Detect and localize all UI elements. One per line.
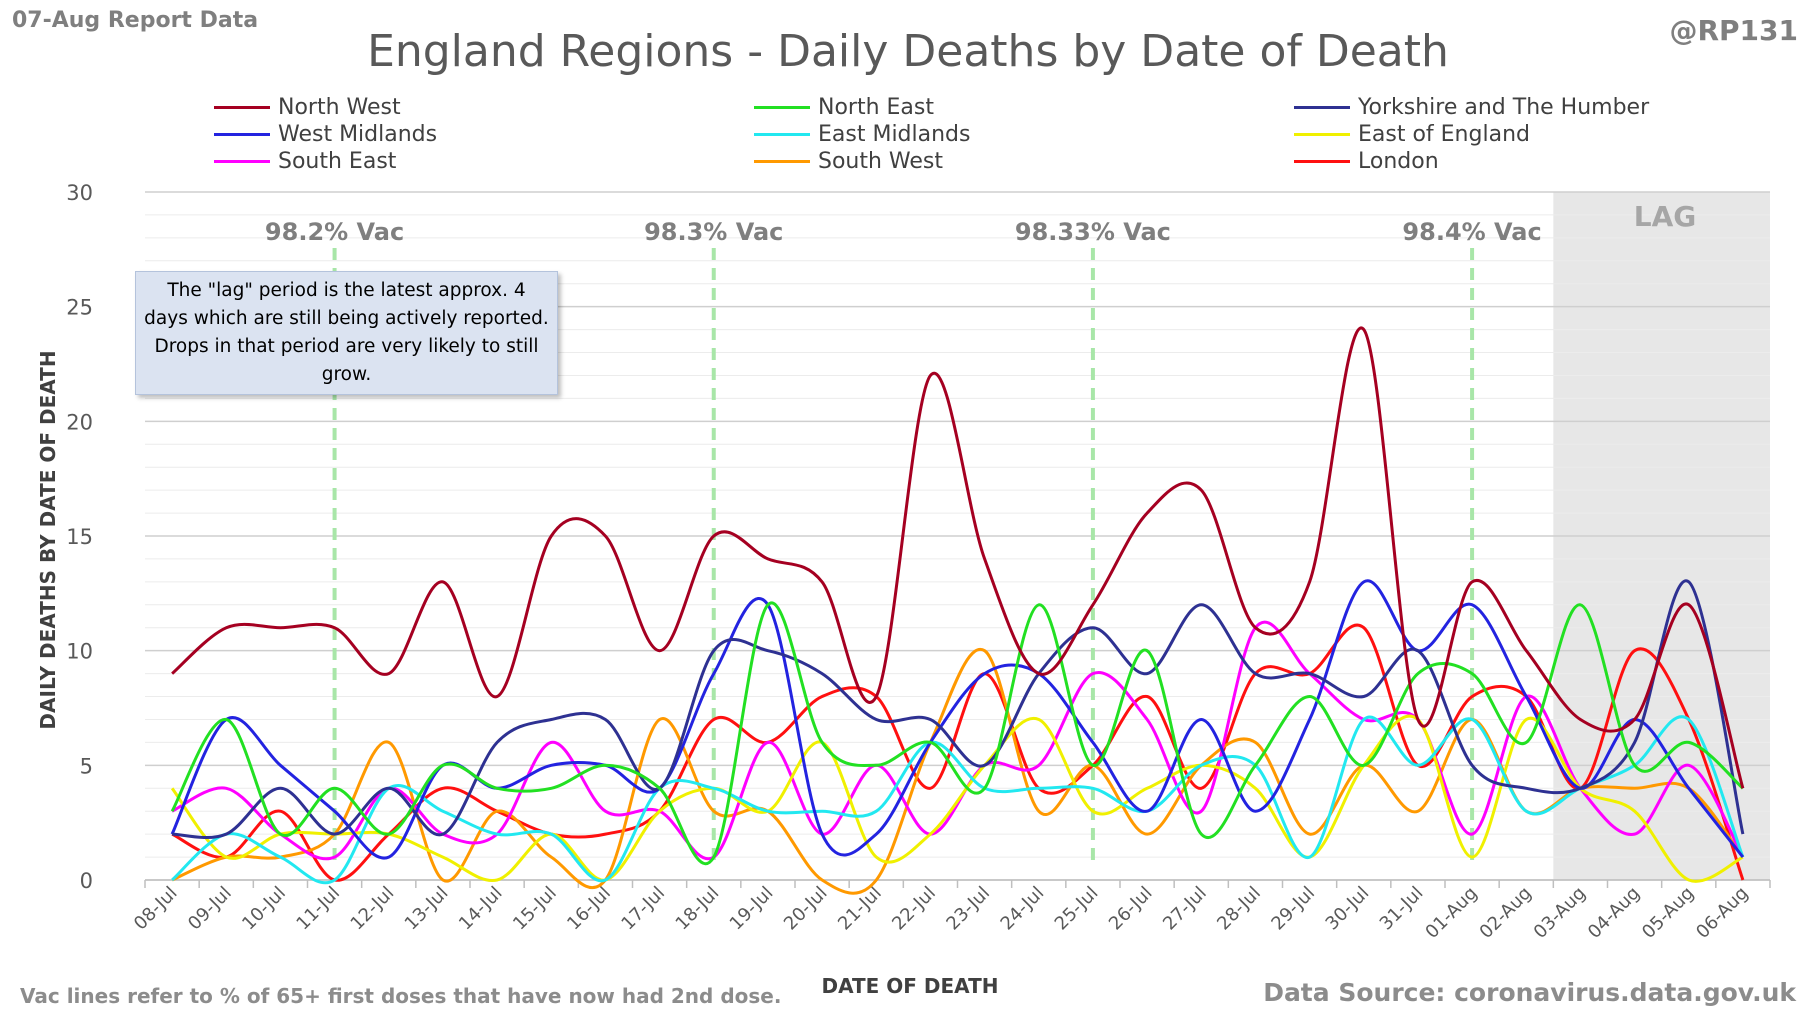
legend-swatch	[754, 106, 810, 109]
x-tick-label: 12-Jul	[347, 883, 399, 935]
legend-label: North East	[818, 95, 934, 120]
legend-item-north-west: North West	[214, 95, 754, 120]
x-tick-label: 15-Jul	[509, 883, 561, 935]
x-tick-label: 08-Jul	[130, 883, 182, 935]
y-tick-label: 25	[66, 296, 93, 320]
legend-label: East of England	[1358, 122, 1530, 147]
x-tick-label: 23-Jul	[942, 883, 994, 935]
x-axis-label: DATE OF DEATH	[821, 974, 999, 998]
x-tick-label: 18-Jul	[672, 883, 724, 935]
data-source: Data Source: coronavirus.data.gov.uk	[1263, 978, 1796, 1007]
legend-label: North West	[278, 95, 401, 120]
x-tick-label: 04-Aug	[1584, 883, 1644, 943]
y-tick-label: 10	[66, 640, 93, 664]
x-tick-label: 05-Aug	[1638, 883, 1698, 943]
lag-label: LAG	[1633, 200, 1697, 233]
x-tick-label: 31-Jul	[1376, 883, 1428, 935]
series-line-yorkshire-and-the-humber	[172, 579, 1745, 839]
x-tick-label: 25-Jul	[1051, 883, 1103, 935]
legend-label: South West	[818, 149, 944, 174]
legend-label: East Midlands	[818, 122, 971, 147]
x-tick-label: 14-Jul	[455, 883, 507, 935]
y-axis-label: DAILY DEATHS BY DATE OF DEATH	[36, 350, 60, 730]
y-tick-label: 0	[80, 869, 93, 893]
x-tick-label: 22-Jul	[888, 883, 940, 935]
legend-swatch	[1294, 133, 1350, 136]
legend-label: West Midlands	[278, 122, 438, 147]
legend-label: London	[1358, 149, 1439, 174]
vac-marker-label: 98.4% Vac	[1402, 218, 1541, 246]
vac-marker-label: 98.2% Vac	[265, 218, 404, 246]
x-tick-label: 26-Jul	[1105, 883, 1157, 935]
vac-footnote: Vac lines refer to % of 65+ first doses …	[20, 984, 782, 1008]
chart-legend: North West North East Yorkshire and The Hu…	[214, 95, 1774, 174]
legend-item-south-east: South East	[214, 149, 754, 174]
legend-swatch	[1294, 106, 1350, 109]
legend-item-east-midlands: East Midlands	[754, 122, 1294, 147]
chart-title: England Regions - Daily Deaths by Date o…	[367, 26, 1449, 77]
x-tick-label: 19-Jul	[726, 883, 778, 935]
legend-label: Yorkshire and The Humber	[1358, 95, 1650, 120]
legend-item-east-of-england: East of England	[1294, 122, 1774, 147]
vac-marker-label: 98.33% Vac	[1015, 218, 1171, 246]
legend-swatch	[754, 133, 810, 136]
x-tick-label: 11-Jul	[292, 883, 344, 935]
x-tick-label: 28-Jul	[1213, 883, 1265, 935]
x-tick-label: 01-Aug	[1421, 883, 1481, 943]
series-line-north-west	[171, 326, 1745, 789]
legend-swatch	[214, 160, 270, 163]
legend-swatch	[214, 106, 270, 109]
lag-note-box: The "lag" period is the latest approx. 4…	[135, 271, 558, 395]
x-tick-label: 13-Jul	[401, 883, 453, 935]
author-handle: @RP131	[1669, 14, 1798, 47]
legend-label: South East	[278, 149, 397, 174]
legend-item-london: London	[1294, 149, 1774, 174]
report-date-label: 07-Aug Report Data	[12, 8, 259, 33]
legend-item-south-west: South West	[754, 149, 1294, 174]
legend-item-north-east: North East	[754, 95, 1294, 120]
x-tick-label: 17-Jul	[617, 883, 669, 935]
legend-item-yorkshire-and-the-humber: Yorkshire and The Humber	[1294, 95, 1774, 120]
x-tick-label: 30-Jul	[1322, 883, 1374, 935]
legend-swatch	[214, 133, 270, 136]
legend-swatch	[754, 160, 810, 163]
x-tick-label: 09-Jul	[184, 883, 236, 935]
y-tick-label: 15	[66, 525, 93, 549]
x-tick-label: 29-Jul	[1267, 883, 1319, 935]
x-tick-label: 20-Jul	[780, 883, 832, 935]
x-tick-label: 06-Aug	[1692, 883, 1752, 943]
x-tick-label: 27-Jul	[1159, 883, 1211, 935]
legend-swatch	[1294, 160, 1350, 163]
x-tick-label: 02-Aug	[1476, 883, 1536, 943]
x-tick-label: 24-Jul	[997, 883, 1049, 935]
y-tick-label: 30	[66, 181, 93, 205]
x-tick-label: 03-Aug	[1530, 883, 1590, 943]
series-line-north-east	[170, 601, 1744, 866]
series-line-south-west	[171, 647, 1745, 895]
x-tick-label: 10-Jul	[238, 883, 290, 935]
vac-marker-label: 98.3% Vac	[644, 218, 783, 246]
y-tick-label: 5	[80, 754, 93, 778]
y-tick-label: 20	[66, 410, 93, 434]
x-tick-label: 16-Jul	[563, 883, 615, 935]
legend-item-west-midlands: West Midlands	[214, 122, 754, 147]
